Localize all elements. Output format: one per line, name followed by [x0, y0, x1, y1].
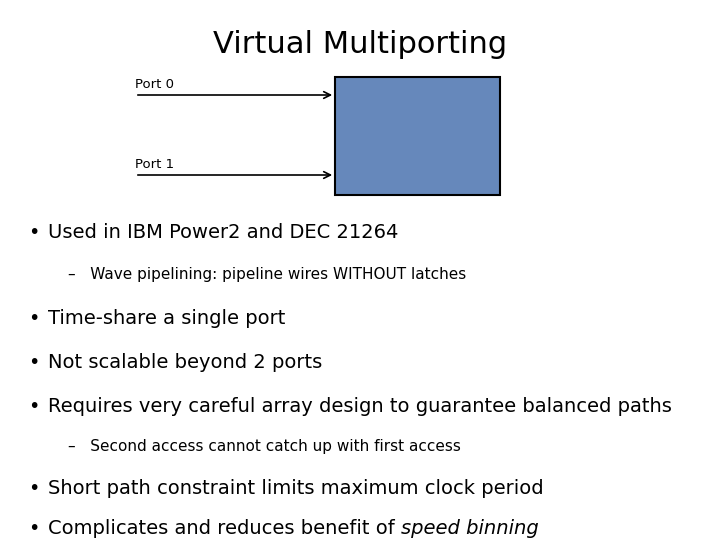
Text: Short path constraint limits maximum clock period: Short path constraint limits maximum clo… — [48, 478, 544, 497]
Text: Used in IBM Power2 and DEC 21264: Used in IBM Power2 and DEC 21264 — [48, 222, 398, 241]
Text: Port 0: Port 0 — [135, 78, 174, 91]
Text: Not scalable beyond 2 ports: Not scalable beyond 2 ports — [48, 353, 323, 372]
Text: –   Second access cannot catch up with first access: – Second access cannot catch up with fir… — [68, 440, 461, 455]
Text: Port 1: Port 1 — [135, 158, 174, 171]
Text: •: • — [28, 478, 40, 497]
Text: •: • — [28, 397, 40, 416]
Text: •: • — [28, 222, 40, 241]
Text: Time-share a single port: Time-share a single port — [48, 308, 285, 327]
Text: Requires very careful array design to guarantee balanced paths: Requires very careful array design to gu… — [48, 397, 672, 416]
Bar — [335, 77, 500, 195]
Text: speed binning: speed binning — [401, 518, 539, 537]
Text: •: • — [28, 308, 40, 327]
Text: Complicates and reduces benefit of: Complicates and reduces benefit of — [48, 518, 401, 537]
Text: Virtual Multiporting: Virtual Multiporting — [213, 30, 507, 59]
Text: –   Wave pipelining: pipeline wires WITHOUT latches: – Wave pipelining: pipeline wires WITHOU… — [68, 267, 467, 282]
Text: •: • — [28, 353, 40, 372]
Text: •: • — [28, 518, 40, 537]
